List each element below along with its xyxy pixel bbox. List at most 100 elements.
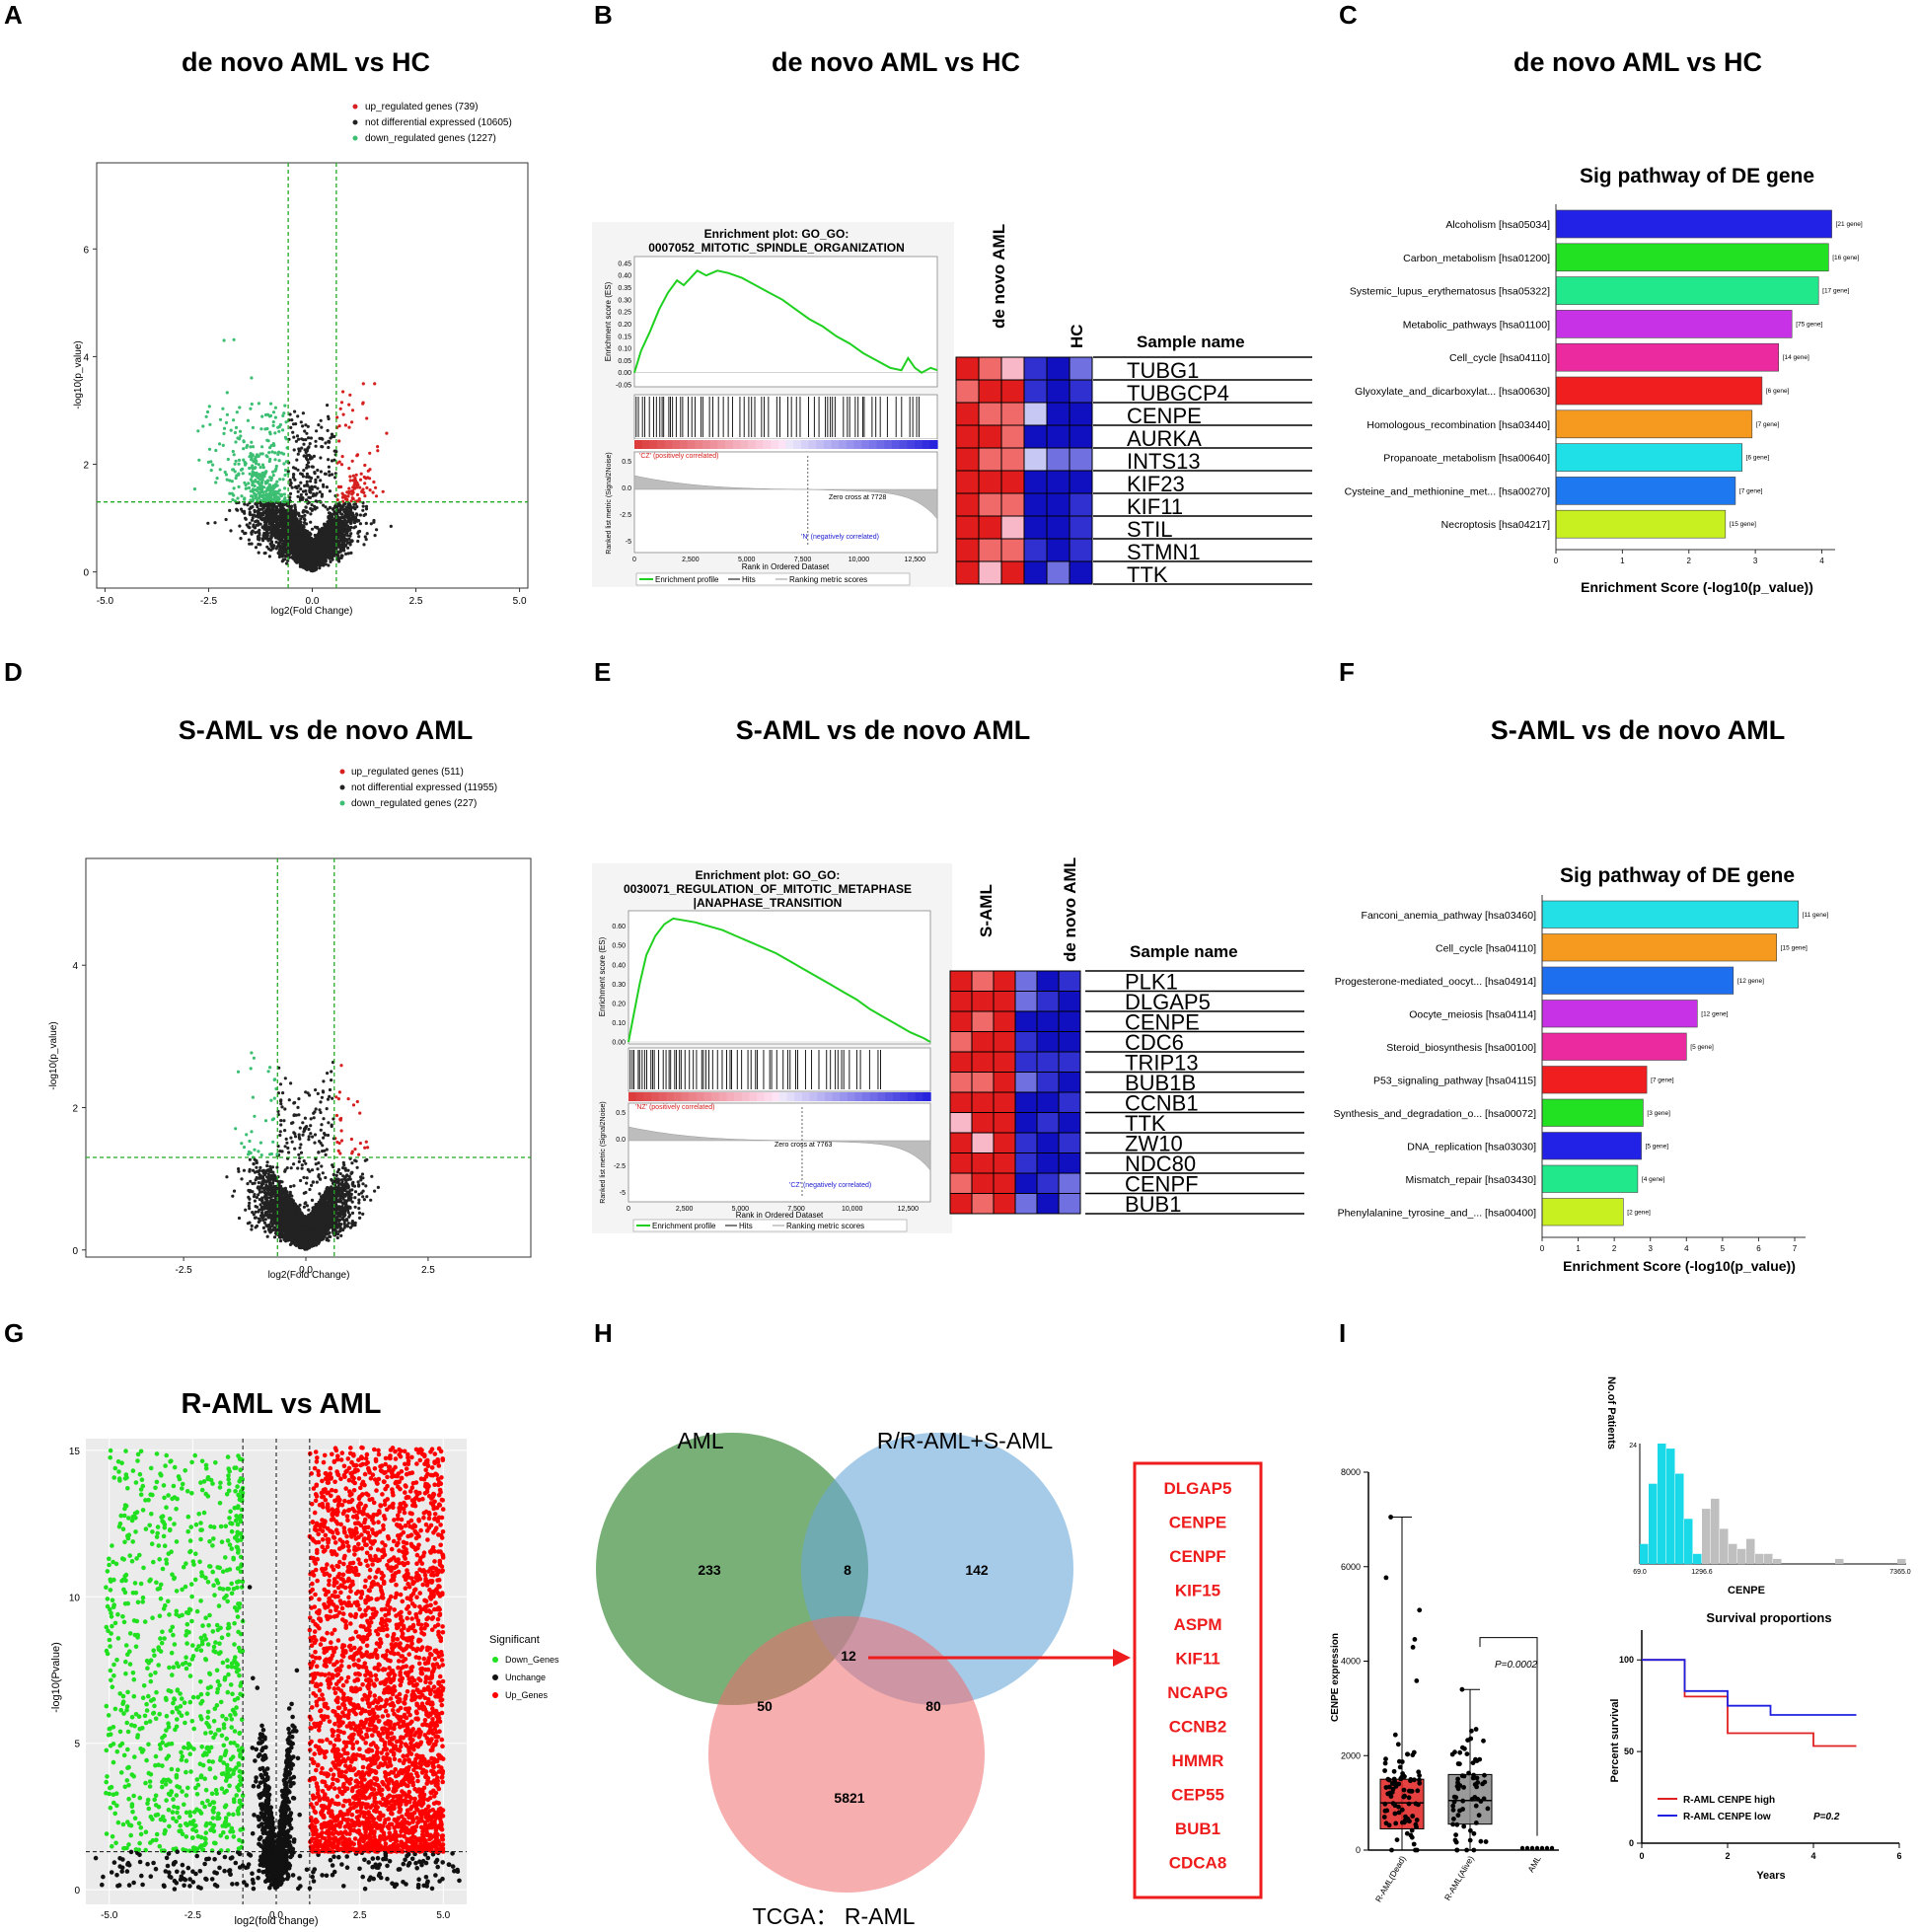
volcano-point-unchanged [258,1165,262,1169]
volcano-point-down [245,445,249,449]
volcano-point-unchanged [327,465,331,469]
volcano-point-down [251,1095,255,1099]
volcano-point-unchanged [361,504,365,508]
volcano-point-unchanged [309,480,313,483]
volcano-point-unchanged [310,1198,315,1202]
volcano-point-down [274,494,278,498]
volcano-point-unchanged [302,1205,306,1209]
volcano-point-unchanged [317,423,321,427]
volcano-point-unchanged [358,513,362,517]
heatmap-cell [955,424,980,449]
volcano-point-unchanged [213,521,217,525]
volcano-point-unchanged [323,523,327,527]
volcano-point-unchanged [288,540,292,545]
volcano-point-unchanged [282,503,286,507]
pathway-bar [1555,243,1829,272]
rank-color-cell [907,440,916,449]
panel-b-enrich-title-1: Enrichment plot: GO_GO: [704,227,849,241]
volcano-point-unchanged [318,436,322,440]
heatmap-cell [978,402,1002,426]
rank-color-cell [649,440,658,449]
volcano-point-unchanged [264,502,268,506]
volcano-point-unchanged [356,531,360,536]
panel-b-es-label: Enrichment score (ES) [604,281,613,361]
volcano-point-unchanged [253,513,257,517]
volcano-point-unchanged [301,424,305,428]
volcano-point-down [274,464,278,469]
volcano-point-unchanged [295,545,299,550]
volcano-point-down [234,459,238,463]
volcano-point-unchanged [346,546,350,550]
volcano-point-unchanged [277,548,282,552]
volcano-point-unchanged [338,519,342,524]
panel-b-sample-name: Sample name [1137,333,1245,351]
volcano-point-unchanged [305,541,309,545]
volcano-point-unchanged [313,504,317,508]
volcano-point-unchanged [289,537,293,542]
rank-y-tick-label: 0.0 [622,485,631,492]
volcano-point-down [233,470,237,474]
volcano-point-unchanged [260,537,264,541]
volcano-point-up [339,484,343,488]
volcano-point-unchanged [254,531,258,535]
panel-b-neg-corr: 'N' (negatively correlated) [801,534,879,541]
volcano-point-unchanged [349,521,353,525]
volcano-point-unchanged [294,510,298,514]
volcano-point-up [340,455,344,459]
volcano-point-down [271,420,275,424]
volcano-point-unchanged [306,447,310,451]
volcano-point-unchanged [266,539,270,543]
volcano-point-down [260,463,265,467]
volcano-point-unchanged [279,531,283,535]
volcano-point-down [214,448,218,453]
volcano-point-unchanged [296,414,300,418]
volcano-point-unchanged [304,565,308,569]
volcano-point-unchanged [301,550,305,554]
heatmap-cell [1046,356,1070,381]
volcano-point-unchanged [266,505,270,510]
volcano-point-down [257,496,260,500]
volcano-point-down [252,473,256,477]
volcano-point-down [264,489,268,493]
heatmap-cell [1023,424,1048,449]
panel-b-group1: de novo AML [990,224,1008,329]
volcano-point-down [255,462,258,466]
volcano-point-unchanged [314,493,318,497]
volcano-point-unchanged [356,539,360,544]
volcano-point-unchanged [258,538,261,542]
rank-color-cell [777,440,787,449]
volcano-point-unchanged [289,506,293,510]
heatmap-cell [1069,515,1093,540]
volcano-point-unchanged [256,1205,259,1209]
es-y-tick-label: 0.20 [618,322,631,329]
rank-color-cell [823,440,833,449]
volcano-point-down [218,417,223,421]
volcano-point-down [283,486,287,490]
heatmap-cell [1023,379,1048,404]
volcano-point-down [247,485,251,490]
volcano-point-down [197,458,201,462]
volcano-point-unchanged [235,507,239,511]
volcano-point-down [253,466,257,471]
volcano-point-unchanged [331,557,334,560]
volcano-point-unchanged [296,494,300,498]
volcano-point-down [206,460,210,464]
volcano-point-unchanged [277,552,281,556]
volcano-point-unchanged [326,520,330,524]
volcano-point-down [250,466,254,470]
volcano-point-unchanged [309,506,313,511]
volcano-point-down [239,468,243,472]
volcano-point-unchanged [277,517,281,522]
volcano-point-down [254,496,258,500]
volcano-point-down [263,412,268,417]
volcano-point-down [237,484,241,488]
volcano-point-unchanged [239,537,243,541]
x-tick-label: 4 [1819,557,1824,565]
volcano-point-up [350,420,354,424]
volcano-point-unchanged [274,540,278,545]
volcano-point-unchanged [306,557,310,560]
volcano-point-unchanged [318,566,322,570]
heatmap-cell [1000,538,1025,562]
panel-letter-e: E [594,657,611,687]
volcano-point-unchanged [342,537,346,541]
